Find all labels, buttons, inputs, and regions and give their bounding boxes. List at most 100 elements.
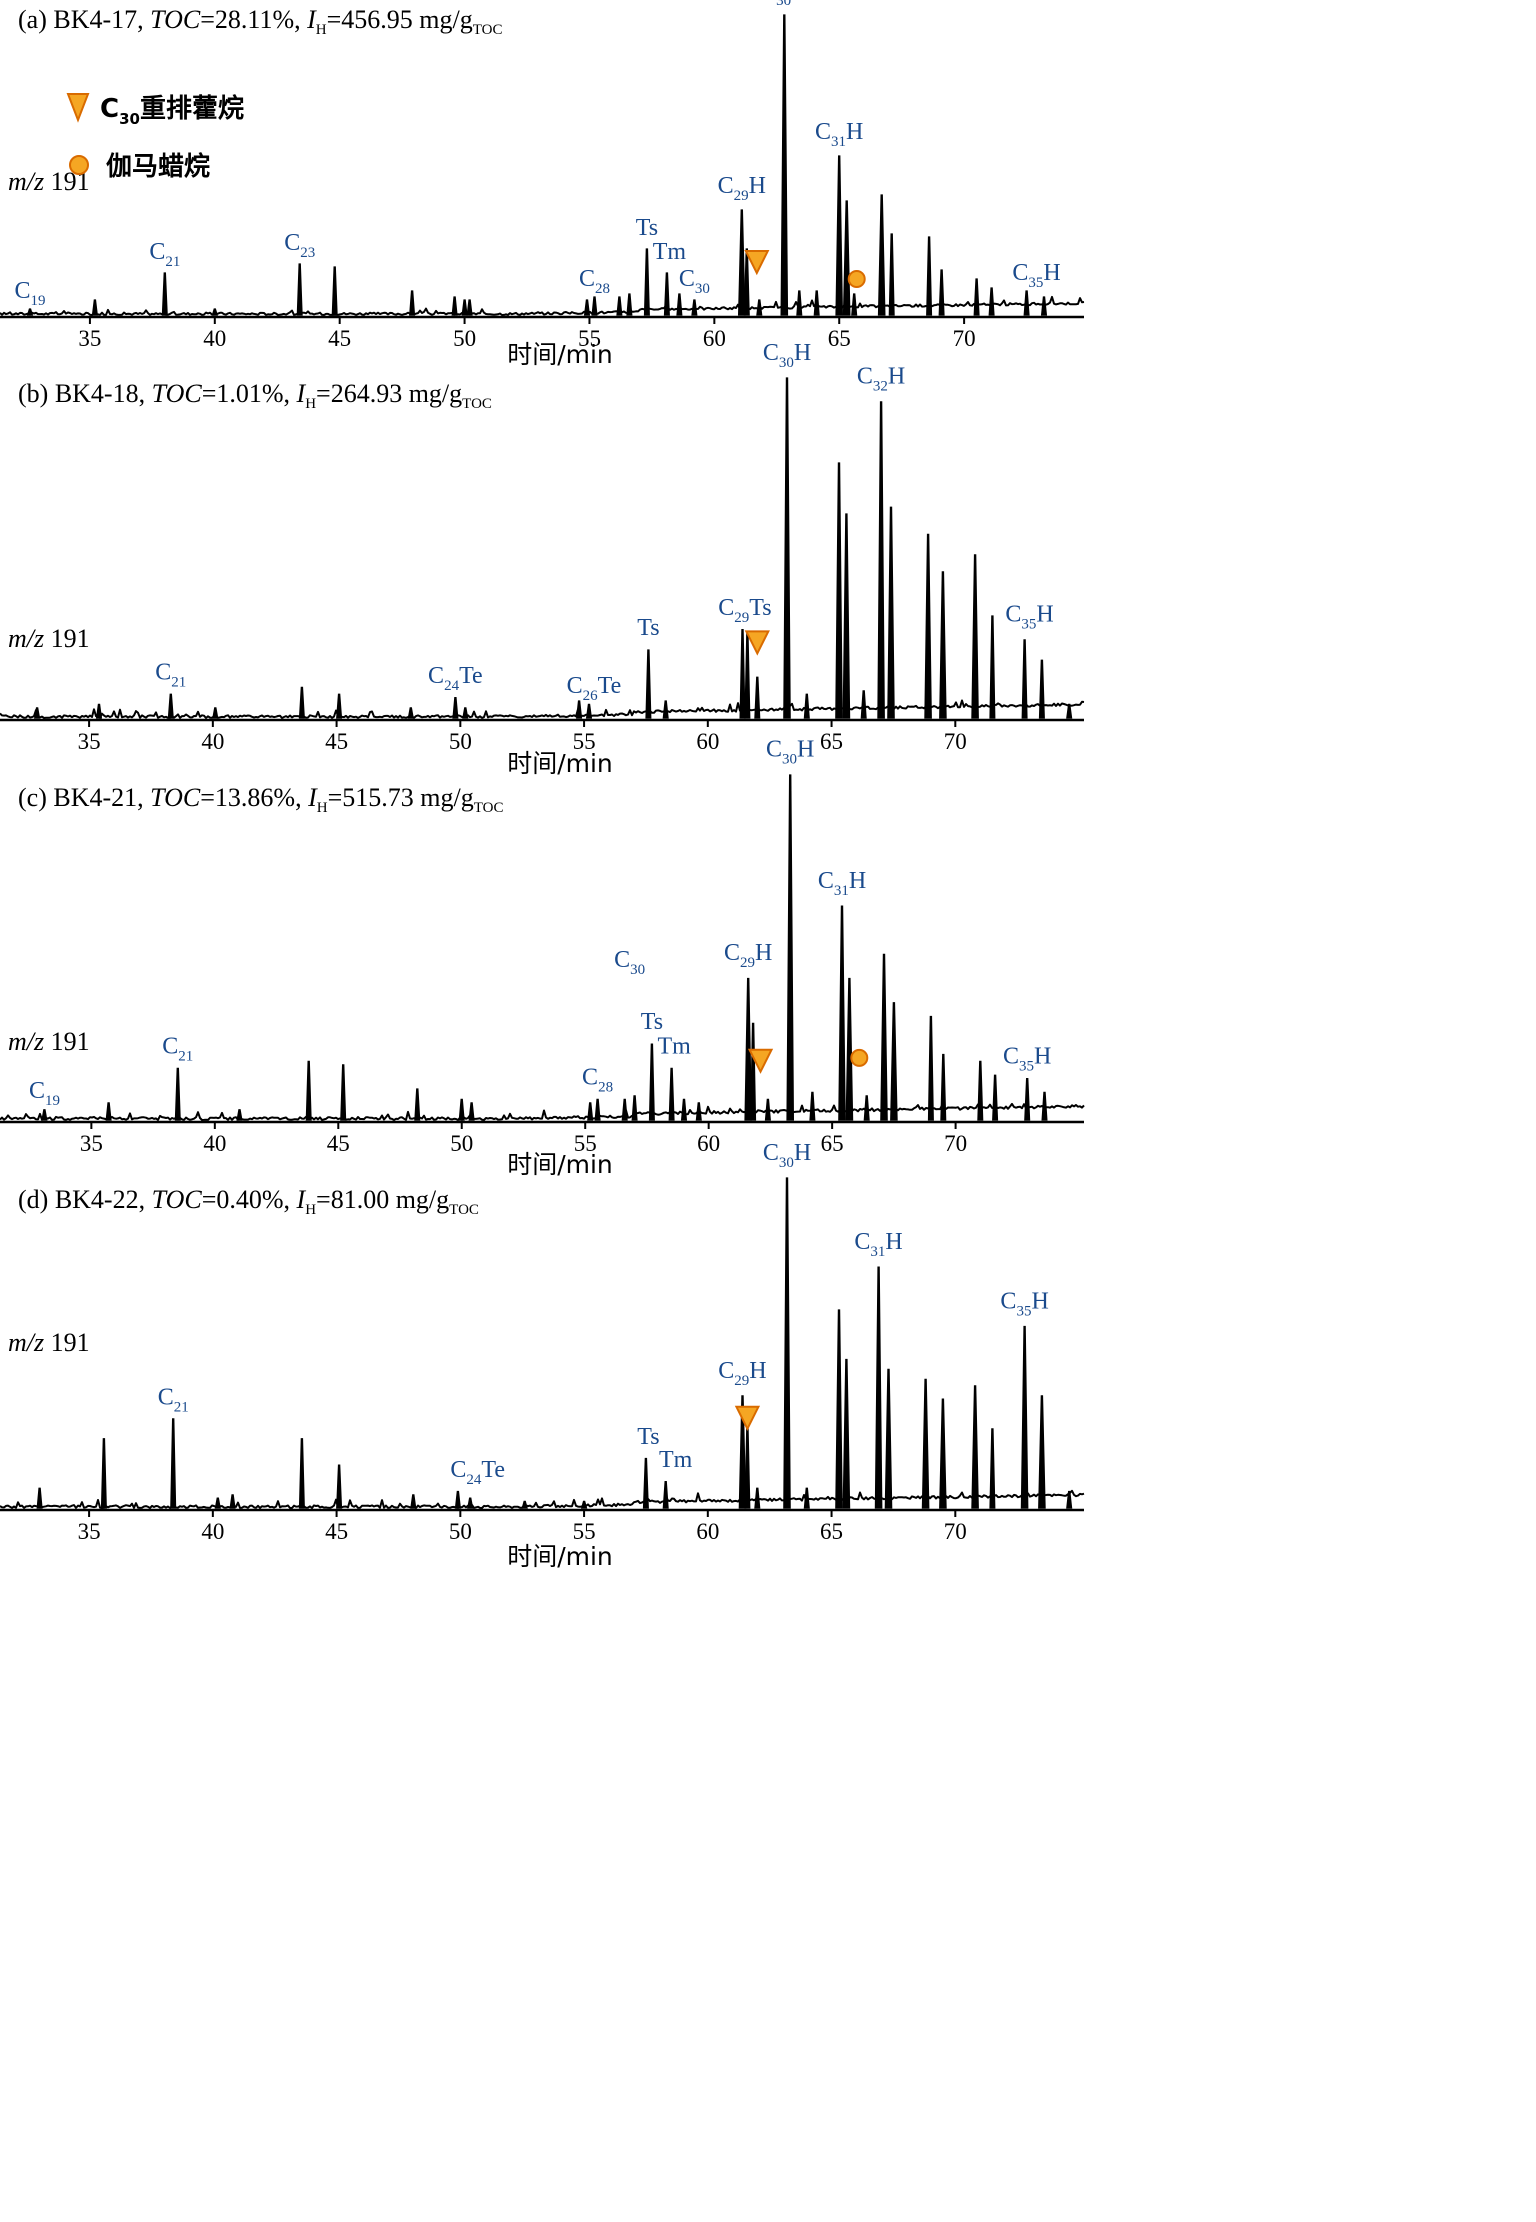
peak-label: C26Te	[567, 673, 622, 704]
x-tick-label: 50	[449, 1519, 472, 1544]
chromatogram-peak	[680, 1098, 688, 1121]
chromatogram-peak	[973, 278, 980, 316]
x-tick-label: 40	[203, 326, 226, 351]
chromatogram-peak	[835, 155, 844, 316]
chromatogram-peak	[409, 290, 416, 316]
chromatogram-peak	[880, 953, 888, 1121]
mz-label: m/z 191	[8, 1027, 90, 1056]
chromatogram-peak	[939, 571, 947, 719]
chromatogram-peak	[521, 1500, 528, 1509]
baseline-trace	[0, 699, 1085, 719]
chromatogram-peak	[860, 690, 867, 719]
chromatogram-peak	[452, 697, 459, 719]
chromatogram-peak	[451, 296, 458, 316]
chromatogram-peak	[926, 236, 933, 316]
x-tick-label: 65	[820, 1519, 843, 1544]
chromatogram-peak	[100, 1438, 107, 1509]
chromatogram-peak	[809, 1091, 816, 1121]
chromatogram-peak	[783, 1177, 791, 1509]
chromatogram-peak	[988, 287, 995, 316]
chromatogram-peak	[41, 1109, 48, 1121]
rearranged-hopane-legend-marker	[66, 93, 90, 123]
chromatogram-peak	[585, 703, 593, 719]
x-tick-label: 60	[696, 1519, 719, 1544]
panel-b: (b) BK4-18, TOC=1.01%, IH=264.93 mg/gTOC…	[0, 340, 1085, 778]
chromatogram-peak	[756, 299, 763, 316]
chromatogram-peak	[458, 1098, 465, 1121]
panel-c: (c) BK4-21, TOC=13.86%, IH=515.73 mg/gTO…	[0, 737, 1085, 1179]
chromatogram-peak	[744, 632, 751, 719]
chromatogram-peak	[454, 1490, 461, 1509]
chromatogram-peak	[1041, 1091, 1048, 1121]
chromatogram-peak	[780, 14, 789, 316]
chromatogram-peak	[462, 707, 469, 719]
chromatogram-peak	[743, 248, 750, 316]
chromatogram-peak	[921, 1378, 930, 1509]
chromatogram-peak	[695, 1102, 702, 1121]
chromatogram-peak	[414, 1088, 421, 1121]
chromatogram-peak	[466, 299, 473, 316]
chromatogram-peak	[621, 1098, 628, 1121]
chromatogram-peak	[939, 1398, 947, 1509]
chromatogram-peak	[468, 1102, 475, 1121]
x-axis-label: 时间/min	[507, 1150, 613, 1179]
rearranged-hopane-marker	[744, 250, 770, 276]
chromatogram-peak	[1023, 290, 1030, 316]
chromatogram-peak	[668, 1067, 675, 1121]
chromatogram-peak	[796, 290, 803, 316]
gammacerane-legend-label: 伽马蜡烷	[106, 151, 210, 182]
chromatogram-peak	[803, 1487, 810, 1509]
chromatogram-peak	[167, 693, 174, 719]
peak-label: Tm	[657, 1033, 691, 1059]
peak-label: C29H	[724, 940, 772, 971]
baseline-trace	[0, 1102, 1085, 1121]
chromatogram-peak	[938, 269, 945, 316]
chromatogram-peak	[212, 707, 219, 719]
chromatogram-peak	[842, 513, 851, 719]
chromatogram-peak	[643, 248, 650, 316]
mz-label: m/z 191	[8, 1328, 90, 1357]
chromatogram-peak	[336, 1464, 343, 1509]
x-tick-label: 55	[573, 1519, 596, 1544]
peak-label: C31H	[815, 119, 863, 150]
chromatogram-peak	[744, 1424, 751, 1509]
chromatogram-peak	[1066, 703, 1073, 719]
gammacerane-marker	[847, 270, 866, 288]
chromatogram-peak	[26, 308, 34, 316]
chromatogram-peak	[461, 299, 468, 316]
peak-label: C24Te	[428, 663, 483, 694]
chromatogram-peak	[874, 1266, 883, 1509]
chromatogram-peak	[1038, 659, 1045, 719]
peak-label: Ts	[641, 1009, 663, 1035]
chromatogram-peak	[813, 290, 820, 316]
peak-label: Ts	[637, 1424, 659, 1450]
peak-label: C28	[582, 1064, 613, 1095]
chromatogram-peak	[842, 1358, 851, 1509]
chromatogram-peak	[642, 1457, 649, 1509]
chromatogram-peak	[738, 1395, 747, 1509]
peak-label: C30H	[766, 737, 814, 768]
chromatogram-peak	[648, 1043, 655, 1121]
chromatogram-peak	[842, 200, 851, 316]
chromatogram-peak	[340, 1064, 347, 1121]
peak-label: C23	[284, 230, 315, 261]
chromatogram-peak	[754, 1487, 761, 1509]
peak-label: C29Ts	[718, 595, 771, 626]
chromatogram-peak	[407, 707, 414, 719]
x-tick-label: 50	[453, 326, 476, 351]
chromatogram-peak	[298, 686, 305, 719]
chromatogram-peak	[331, 266, 338, 316]
x-tick-label: 50	[449, 729, 472, 754]
chromatogram-peak	[739, 629, 746, 719]
chromatogram-peak	[1066, 1490, 1073, 1509]
chromatogram-peak	[410, 1494, 417, 1509]
rearranged-hopane-marker	[747, 1048, 774, 1074]
chromatogram-peak	[989, 615, 996, 719]
panel-title: (d) BK4-22, TOC=0.40%, IH=81.00 mg/gTOC	[18, 1185, 479, 1218]
chromatogram-peak	[170, 1418, 177, 1509]
chromatogram-peak	[737, 209, 746, 316]
peak-label: C29H	[718, 173, 766, 204]
chromatogram-peak	[236, 1109, 243, 1121]
chromatogram-peak	[971, 554, 979, 719]
